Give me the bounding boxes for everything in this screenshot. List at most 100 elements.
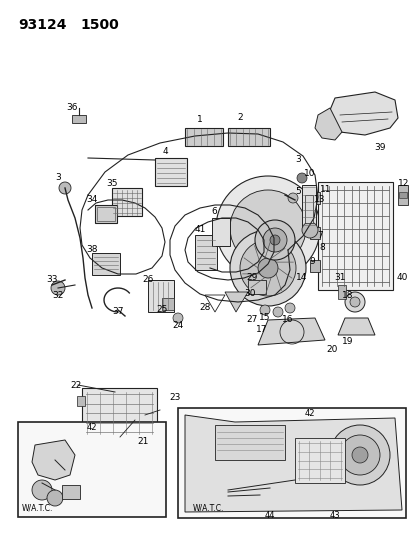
Text: 14: 14 bbox=[296, 273, 307, 282]
Circle shape bbox=[47, 490, 63, 506]
Circle shape bbox=[296, 173, 306, 183]
Bar bbox=[214, 425, 284, 460]
Text: 1500: 1500 bbox=[80, 18, 119, 32]
Text: 22: 22 bbox=[70, 381, 81, 390]
Circle shape bbox=[230, 230, 305, 306]
Circle shape bbox=[216, 176, 319, 280]
Text: 30: 30 bbox=[244, 288, 255, 297]
Circle shape bbox=[254, 220, 294, 260]
Text: 13: 13 bbox=[313, 196, 325, 205]
Bar bbox=[309, 227, 319, 239]
Text: 44: 44 bbox=[264, 511, 275, 520]
Bar bbox=[247, 280, 266, 294]
Text: 42: 42 bbox=[304, 408, 314, 417]
Circle shape bbox=[287, 193, 297, 203]
Text: 32: 32 bbox=[52, 290, 64, 300]
Bar bbox=[294, 438, 344, 483]
Polygon shape bbox=[224, 292, 247, 312]
Bar bbox=[154, 158, 187, 186]
Polygon shape bbox=[257, 318, 324, 345]
Circle shape bbox=[329, 425, 389, 485]
Circle shape bbox=[284, 303, 294, 313]
Bar bbox=[112, 188, 142, 216]
Text: 8: 8 bbox=[318, 244, 324, 253]
Text: 42: 42 bbox=[87, 424, 97, 432]
Text: 12: 12 bbox=[397, 179, 409, 188]
Bar bbox=[397, 185, 407, 205]
Text: 34: 34 bbox=[86, 196, 97, 205]
Circle shape bbox=[272, 307, 282, 317]
Text: 39: 39 bbox=[373, 143, 385, 152]
Bar bbox=[161, 298, 173, 310]
Circle shape bbox=[59, 182, 71, 194]
Text: 16: 16 bbox=[282, 316, 293, 325]
Circle shape bbox=[257, 258, 277, 278]
Text: 23: 23 bbox=[169, 393, 180, 402]
Bar bbox=[185, 128, 223, 146]
Text: 37: 37 bbox=[112, 308, 123, 317]
Text: 36: 36 bbox=[66, 103, 78, 112]
Circle shape bbox=[339, 435, 379, 475]
Text: 7: 7 bbox=[316, 230, 322, 239]
Circle shape bbox=[262, 228, 286, 252]
Bar bbox=[72, 115, 86, 123]
Text: 19: 19 bbox=[342, 337, 353, 346]
Bar bbox=[95, 205, 117, 223]
Text: 18: 18 bbox=[342, 290, 353, 300]
Bar bbox=[62, 485, 80, 499]
Text: 4: 4 bbox=[162, 148, 167, 157]
Bar bbox=[228, 128, 269, 146]
Bar bbox=[195, 235, 216, 270]
Bar bbox=[309, 192, 319, 204]
Text: 26: 26 bbox=[142, 276, 153, 285]
Circle shape bbox=[230, 190, 305, 266]
Bar bbox=[211, 218, 230, 246]
Polygon shape bbox=[185, 415, 401, 512]
Circle shape bbox=[173, 313, 183, 323]
Bar bbox=[97, 207, 115, 221]
Bar bbox=[317, 182, 392, 290]
Bar bbox=[18, 422, 166, 517]
Circle shape bbox=[259, 305, 269, 315]
Text: 31: 31 bbox=[333, 273, 345, 282]
Circle shape bbox=[240, 240, 295, 296]
Text: 5: 5 bbox=[294, 188, 300, 197]
Circle shape bbox=[32, 480, 52, 500]
Polygon shape bbox=[329, 92, 397, 135]
Bar bbox=[178, 408, 405, 518]
Text: 93124: 93124 bbox=[18, 18, 66, 32]
Circle shape bbox=[51, 281, 65, 295]
Text: 41: 41 bbox=[194, 225, 205, 235]
Text: 27: 27 bbox=[246, 316, 257, 325]
Text: 2: 2 bbox=[237, 114, 242, 123]
Text: 35: 35 bbox=[106, 180, 117, 189]
Circle shape bbox=[351, 447, 367, 463]
Text: W/A.T.C.: W/A.T.C. bbox=[22, 504, 53, 513]
Bar bbox=[301, 185, 315, 227]
Text: 25: 25 bbox=[156, 305, 167, 314]
Text: 38: 38 bbox=[86, 246, 97, 254]
Text: 11: 11 bbox=[320, 185, 331, 195]
Text: 3: 3 bbox=[55, 174, 61, 182]
Bar bbox=[398, 192, 406, 198]
Text: 15: 15 bbox=[259, 313, 270, 322]
Text: 40: 40 bbox=[395, 273, 407, 282]
Circle shape bbox=[301, 222, 317, 238]
Text: 29: 29 bbox=[246, 273, 257, 282]
Text: 43: 43 bbox=[329, 511, 339, 520]
Text: 6: 6 bbox=[211, 207, 216, 216]
Bar bbox=[309, 260, 319, 272]
Polygon shape bbox=[314, 108, 341, 140]
Bar bbox=[337, 285, 345, 299]
Text: 3: 3 bbox=[294, 156, 300, 165]
Text: 24: 24 bbox=[172, 320, 183, 329]
Circle shape bbox=[269, 235, 279, 245]
Polygon shape bbox=[337, 318, 374, 335]
Bar bbox=[92, 253, 120, 275]
Text: 20: 20 bbox=[325, 345, 337, 354]
Text: 17: 17 bbox=[256, 326, 267, 335]
Text: 33: 33 bbox=[46, 276, 57, 285]
Bar bbox=[77, 396, 85, 406]
Text: 9: 9 bbox=[309, 257, 314, 266]
Text: 28: 28 bbox=[199, 303, 210, 312]
